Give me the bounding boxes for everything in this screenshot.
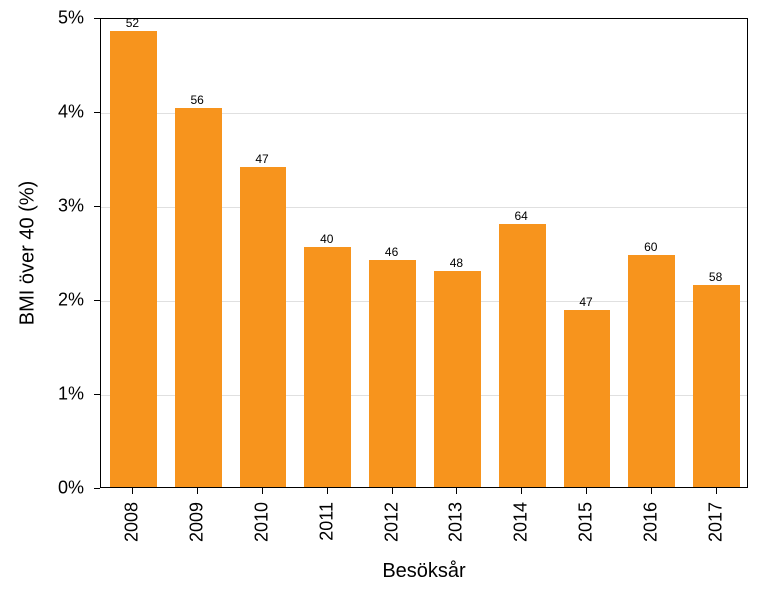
bar-value-label: 46 bbox=[385, 245, 398, 259]
y-tick-label: 5% bbox=[58, 8, 94, 29]
bmi-bar-chart: BMI över 40 (%) Besöksår 0% 1% 2% 3% 4% 5% 52 2… bbox=[0, 0, 764, 613]
x-tick-mark bbox=[521, 488, 522, 494]
y-tick-mark bbox=[94, 18, 100, 19]
bar bbox=[304, 247, 351, 487]
bar-value-label: 60 bbox=[644, 240, 657, 254]
bar bbox=[110, 31, 157, 487]
bar bbox=[564, 310, 611, 487]
y-tick-label: 2% bbox=[58, 290, 94, 311]
x-tick-label: 2008 bbox=[122, 502, 143, 542]
x-tick-mark bbox=[716, 488, 717, 494]
bar-value-label: 52 bbox=[126, 16, 139, 30]
y-tick-mark bbox=[94, 300, 100, 301]
y-tick-label: 0% bbox=[58, 478, 94, 499]
x-tick-label: 2010 bbox=[252, 502, 273, 542]
y-tick-mark bbox=[94, 112, 100, 113]
y-tick-label: 3% bbox=[58, 196, 94, 217]
y-tick-mark bbox=[94, 206, 100, 207]
bar-value-label: 48 bbox=[450, 256, 463, 270]
x-axis-title: Besöksår bbox=[382, 560, 465, 583]
bar-value-label: 47 bbox=[255, 152, 268, 166]
bar-value-label: 64 bbox=[515, 209, 528, 223]
x-tick-label: 2016 bbox=[640, 502, 661, 542]
bar-value-label: 58 bbox=[709, 270, 722, 284]
x-tick-label: 2015 bbox=[576, 502, 597, 542]
bar-value-label: 56 bbox=[191, 93, 204, 107]
x-tick-label: 2009 bbox=[187, 502, 208, 542]
bar-value-label: 47 bbox=[579, 295, 592, 309]
bar bbox=[499, 224, 546, 487]
x-tick-label: 2012 bbox=[381, 502, 402, 542]
bar bbox=[434, 271, 481, 487]
bar bbox=[240, 167, 287, 487]
y-tick-mark bbox=[94, 394, 100, 395]
bar bbox=[628, 255, 675, 487]
x-tick-mark bbox=[262, 488, 263, 494]
x-tick-label: 2017 bbox=[705, 502, 726, 542]
x-tick-mark bbox=[651, 488, 652, 494]
y-axis-title: BMI över 40 (%) bbox=[17, 181, 40, 325]
x-tick-mark bbox=[586, 488, 587, 494]
bar bbox=[175, 108, 222, 487]
y-tick-label: 1% bbox=[58, 384, 94, 405]
y-tick-label: 4% bbox=[58, 102, 94, 123]
x-tick-label: 2011 bbox=[316, 502, 337, 541]
bar bbox=[693, 285, 740, 487]
x-tick-mark bbox=[392, 488, 393, 494]
x-tick-label: 2013 bbox=[446, 502, 467, 542]
x-tick-mark bbox=[197, 488, 198, 494]
bar-value-label: 40 bbox=[320, 232, 333, 246]
x-tick-mark bbox=[456, 488, 457, 494]
x-tick-label: 2014 bbox=[511, 502, 532, 542]
y-tick-mark bbox=[94, 488, 100, 489]
bar bbox=[369, 260, 416, 487]
x-tick-mark bbox=[327, 488, 328, 494]
x-tick-mark bbox=[132, 488, 133, 494]
